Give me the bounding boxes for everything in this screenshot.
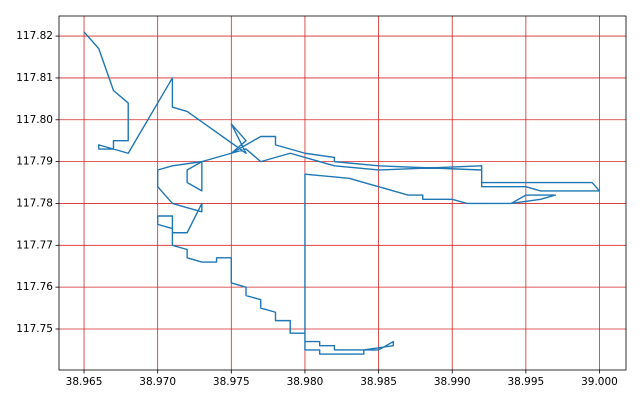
y-tick-label: 117.78	[16, 197, 53, 209]
y-tick-label: 117.80	[16, 114, 53, 126]
x-tick-label: 38.980	[287, 376, 324, 388]
y-tick-label: 117.77	[16, 239, 53, 251]
x-tick-label: 38.965	[66, 376, 103, 388]
data-line	[83, 31, 601, 355]
y-tick-label: 117.82	[16, 30, 53, 42]
plot-frame	[58, 15, 627, 371]
y-tick-label: 117.79	[16, 156, 53, 168]
y-tick-label: 117.75	[16, 323, 53, 335]
y-tick-label: 117.81	[16, 72, 53, 84]
x-tick-label: 38.995	[507, 376, 544, 388]
x-tick-label: 39.000	[581, 376, 618, 388]
x-tick-label: 38.985	[360, 376, 397, 388]
x-tick-label: 38.970	[139, 376, 176, 388]
y-tick-label: 117.76	[16, 281, 53, 293]
x-tick-label: 38.990	[434, 376, 471, 388]
x-tick-label: 38.975	[213, 376, 250, 388]
